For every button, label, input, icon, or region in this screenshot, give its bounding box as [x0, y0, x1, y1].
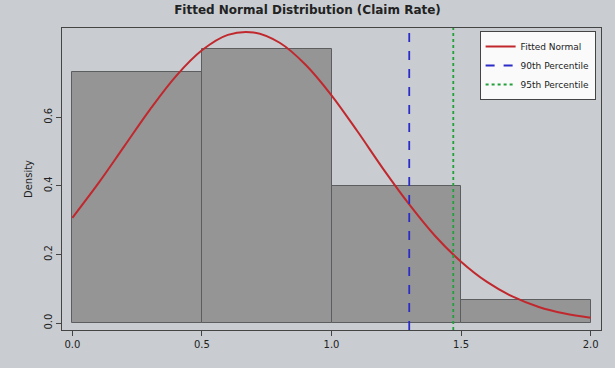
svg-text:1.0: 1.0 [324, 339, 340, 350]
svg-text:1.5: 1.5 [453, 339, 469, 350]
svg-text:0.6: 0.6 [43, 108, 54, 124]
svg-text:Fitted Normal: Fitted Normal [521, 42, 582, 52]
svg-text:Fitted Normal Distribution (Cl: Fitted Normal Distribution (Claim Rate) [174, 3, 441, 17]
svg-text:0.2: 0.2 [43, 245, 54, 261]
svg-text:0.0: 0.0 [43, 314, 54, 330]
svg-text:Density: Density [23, 160, 34, 198]
svg-text:2.0: 2.0 [583, 339, 599, 350]
svg-text:95th Percentile: 95th Percentile [521, 80, 589, 90]
svg-text:0.5: 0.5 [194, 339, 210, 350]
svg-text:0.4: 0.4 [43, 176, 54, 192]
svg-text:0.0: 0.0 [64, 339, 80, 350]
svg-text:90th Percentile: 90th Percentile [521, 61, 589, 71]
